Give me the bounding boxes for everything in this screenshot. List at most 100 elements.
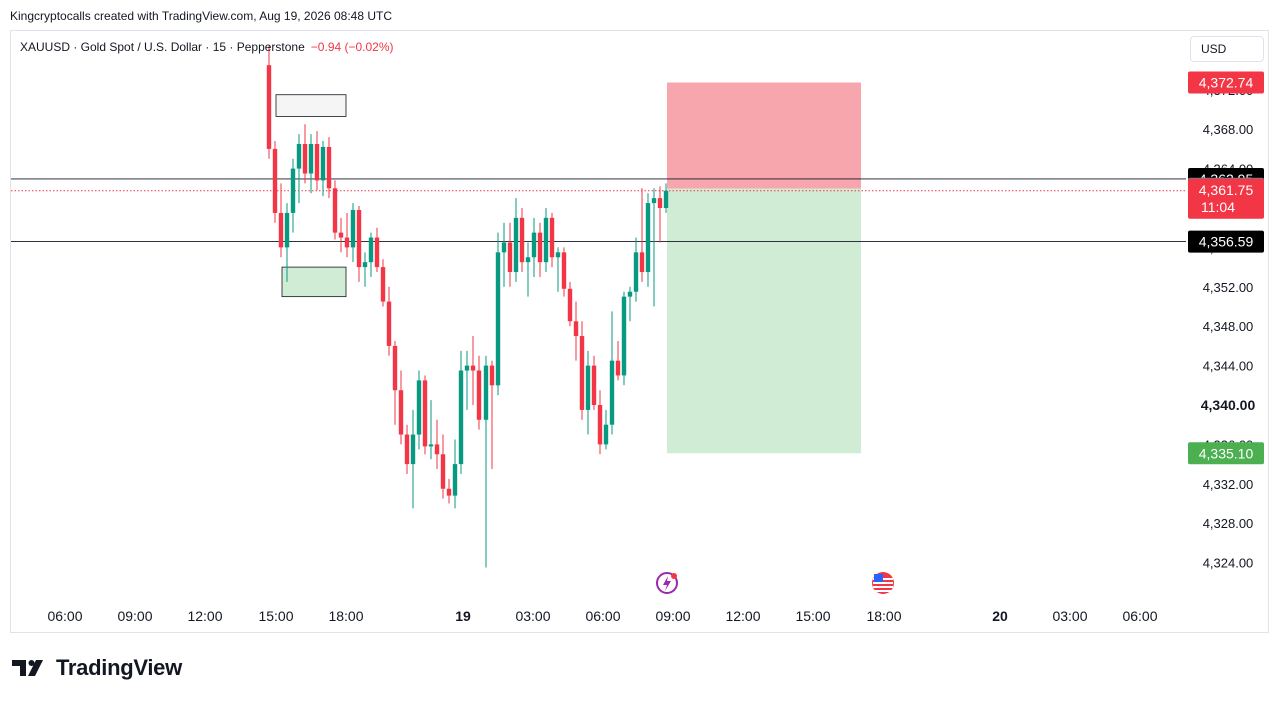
- symbol-title: XAUUSD · Gold Spot / U.S. Dollar · 15 · …: [20, 40, 305, 54]
- candle-body-up: [627, 291, 633, 297]
- candle-body-down: [380, 267, 386, 302]
- candle-body-down: [615, 360, 621, 376]
- lightning-icon: [663, 576, 671, 591]
- candle-body-up: [585, 365, 591, 410]
- candle-body-down: [332, 188, 338, 233]
- tradingview-wordmark: TradingView: [56, 655, 182, 680]
- symbol-legend[interactable]: XAUUSD · Gold Spot / U.S. Dollar · 15 · …: [20, 40, 394, 54]
- x-axis-tick-label: 18:00: [328, 608, 363, 624]
- candle-body-down: [386, 301, 392, 346]
- candle-body-up: [458, 370, 464, 465]
- candle-body-up: [464, 365, 470, 371]
- candle-body-up: [621, 296, 627, 376]
- chart-credit: Kingcryptocalls created with TradingView…: [10, 9, 392, 23]
- x-axis-tick-label: 09:00: [117, 608, 152, 624]
- candle-body-up: [663, 190, 669, 208]
- flag-stripe: [873, 582, 893, 584]
- candle-body-up: [609, 360, 615, 425]
- price-axis-label: 4,372.74: [1199, 75, 1254, 91]
- y-axis-tick-label: 4,368.00: [1203, 122, 1254, 137]
- candle-body-down: [278, 212, 284, 248]
- stop-loss-zone: [667, 82, 861, 189]
- x-axis-tick-label: 19: [455, 608, 471, 624]
- candle-body-down: [440, 454, 446, 489]
- price-axis-label-bg: [1188, 71, 1264, 94]
- y-axis-tick-label: 4,340.00: [1201, 397, 1256, 413]
- candle-body-down: [657, 198, 663, 208]
- candle-body-down: [549, 217, 555, 258]
- candle-body-down: [639, 252, 645, 273]
- candle-body-down: [537, 232, 543, 263]
- tradingview-brand[interactable]: TradingView: [12, 655, 182, 681]
- x-axis-tick-label: 06:00: [47, 608, 82, 624]
- flag-stripe: [873, 586, 893, 588]
- candle-body-down: [519, 217, 525, 263]
- candle-body-up: [410, 434, 416, 465]
- candle-body-up: [428, 444, 434, 447]
- y-axis-tick-label: 4,328.00: [1203, 516, 1254, 531]
- candle-body-up: [543, 217, 549, 263]
- candle-body-up: [525, 257, 531, 263]
- candle-body-up: [320, 146, 326, 181]
- x-axis-tick-label: 06:00: [585, 608, 620, 624]
- candle-body-down: [476, 370, 482, 420]
- candle-body-up: [513, 217, 519, 273]
- candle-body-up: [603, 424, 609, 445]
- x-axis-tick-label: 12:00: [187, 608, 222, 624]
- candle-body-down: [272, 148, 278, 213]
- countdown-label: 11:04: [1201, 199, 1235, 215]
- candle-body-down: [434, 444, 440, 455]
- candle-body-up: [495, 252, 501, 386]
- tradingview-logo-icon: [12, 660, 43, 676]
- candle-body-up: [416, 380, 422, 435]
- candle-body-up: [555, 252, 561, 258]
- y-axis-tick-label: 4,332.00: [1203, 477, 1254, 492]
- candle-body-up: [531, 232, 537, 258]
- candle-body-down: [446, 488, 452, 496]
- y-axis-tick-label: 4,352.00: [1203, 280, 1254, 295]
- candle-body-up: [296, 143, 302, 169]
- candle-body-up: [368, 237, 374, 263]
- candle-body-up: [452, 464, 458, 496]
- candle-body-up: [501, 242, 507, 253]
- candle-body-down: [591, 365, 597, 405]
- y-axis-tick-label: 4,324.00: [1203, 556, 1254, 571]
- y-axis-tick-label: 4,348.00: [1203, 319, 1254, 334]
- x-axis-tick-label: 03:00: [515, 608, 550, 624]
- candle-body-down: [314, 143, 320, 181]
- candle-body-down: [567, 288, 573, 322]
- candle-body-down: [302, 143, 308, 174]
- price-axis-label: 4,335.10: [1199, 445, 1254, 461]
- candle-body-down: [597, 405, 603, 445]
- candle-body-down: [392, 345, 398, 391]
- price-axis-label-bg: [1188, 230, 1264, 253]
- candle-body-down: [489, 365, 495, 386]
- candle-body-down: [266, 65, 272, 149]
- x-axis-tick-label: 09:00: [655, 608, 690, 624]
- demand-zone-box: [281, 266, 347, 298]
- candle-body-up: [633, 252, 639, 292]
- price-axis-label-bg: [1188, 178, 1264, 219]
- currency-button[interactable]: USD: [1190, 36, 1264, 62]
- x-axis-tick-label: 03:00: [1052, 608, 1087, 624]
- event-dot-icon: [671, 573, 677, 579]
- candle-body-up: [284, 212, 290, 248]
- candle-body-down: [573, 321, 579, 337]
- price-axis-label-bg: [1188, 442, 1264, 465]
- price-axis-label: 4,356.59: [1199, 234, 1254, 250]
- candle-body-down: [344, 237, 350, 248]
- price-change: −0.94 (−0.02%): [310, 40, 394, 54]
- candle-body-down: [470, 365, 476, 371]
- candle-body-up: [308, 143, 314, 174]
- x-axis-tick-label: 12:00: [725, 608, 760, 624]
- candle-body-down: [338, 232, 344, 238]
- flag-stripe: [873, 590, 893, 592]
- candle-body-down: [374, 237, 380, 268]
- x-axis-tick-label: 18:00: [866, 608, 901, 624]
- candle-body-down: [561, 252, 567, 289]
- x-axis-tick-label: 15:00: [258, 608, 293, 624]
- flag-canton: [874, 574, 883, 582]
- candle-body-up: [645, 203, 651, 273]
- candle-body-down: [404, 434, 410, 465]
